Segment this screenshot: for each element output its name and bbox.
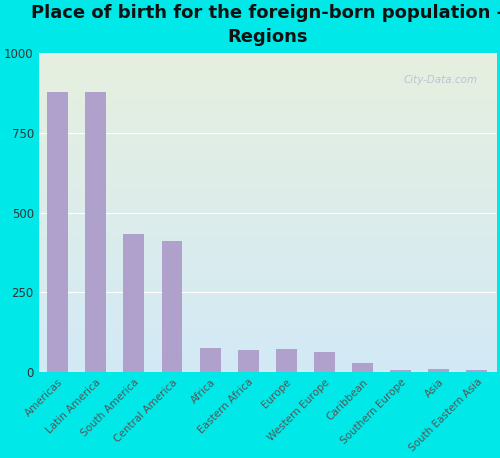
Bar [124, 234, 144, 372]
Title: Place of birth for the foreign-born population -
Regions: Place of birth for the foreign-born popu… [30, 4, 500, 46]
Bar [390, 370, 411, 372]
Bar [352, 363, 373, 372]
Bar [47, 92, 68, 372]
Bar [314, 352, 335, 372]
Bar [86, 92, 106, 372]
Bar [162, 241, 182, 372]
Bar [200, 348, 220, 372]
Bar [276, 349, 297, 372]
Bar [466, 370, 487, 372]
Text: City-Data.com: City-Data.com [404, 75, 477, 85]
Bar [428, 369, 449, 372]
Bar [238, 350, 258, 372]
